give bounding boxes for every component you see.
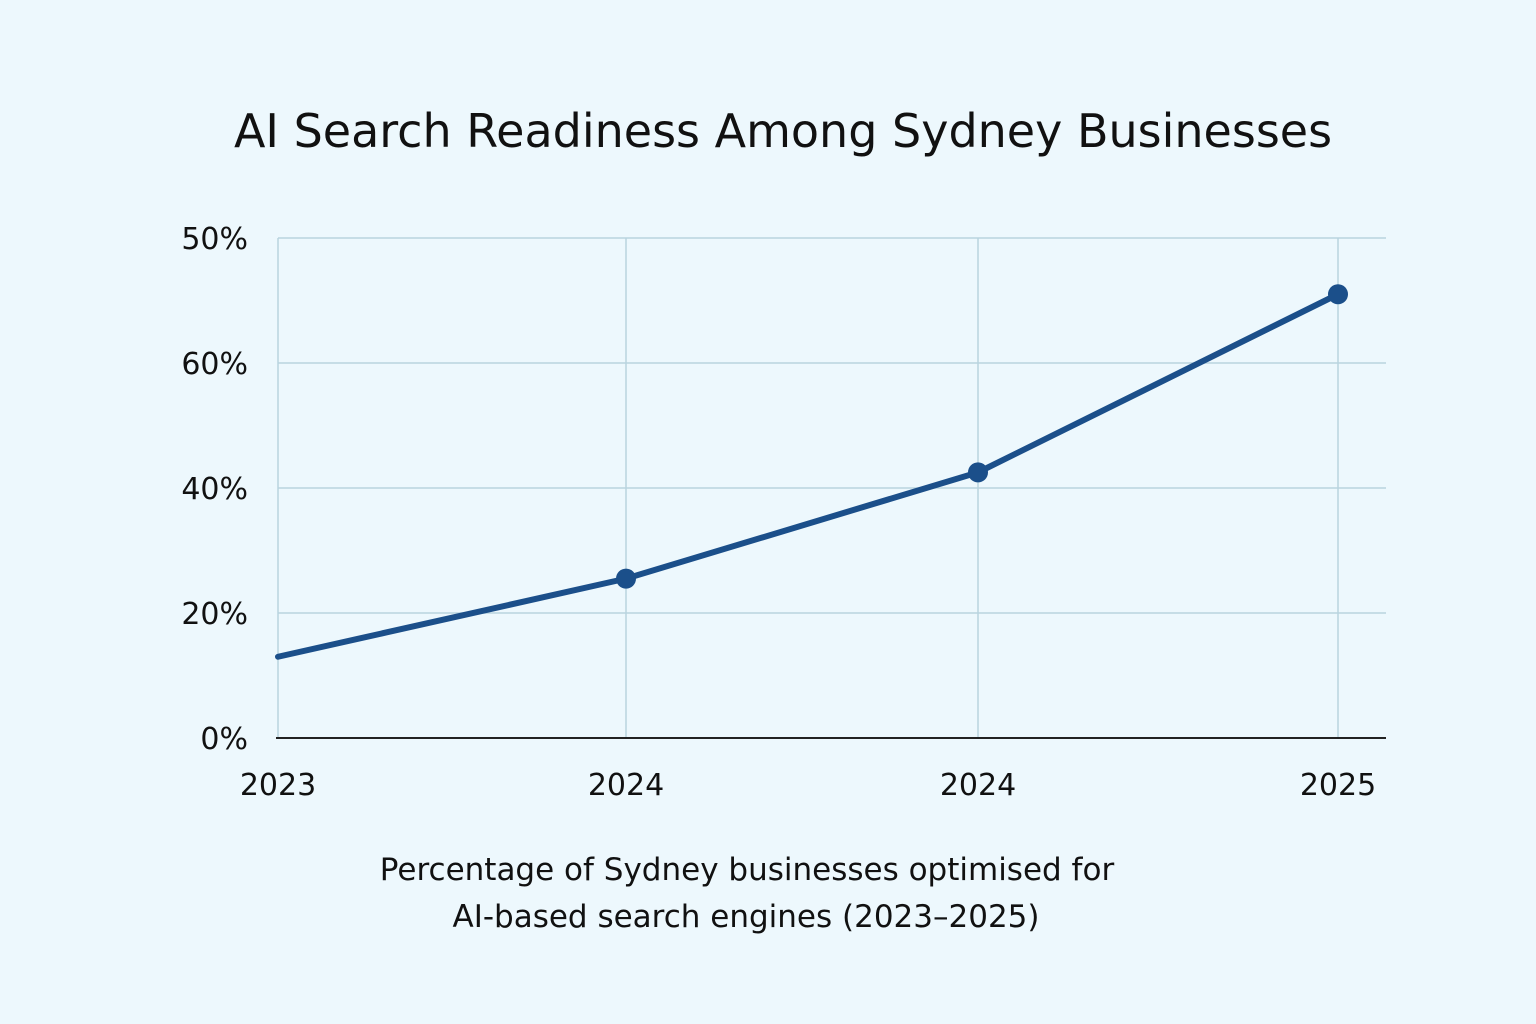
data-point (616, 568, 636, 589)
y-tick-label: 50% (181, 222, 248, 257)
x-tick-label: 2025 (1300, 768, 1376, 803)
x-tick-label: 2024 (940, 768, 1016, 803)
y-tick-label: 20% (181, 597, 248, 632)
chart-caption-line-2: AI-based search engines (2023–2025) (452, 899, 1039, 935)
chart-title: AI Search Readiness Among Sydney Busines… (234, 104, 1332, 158)
y-tick-label: 60% (181, 347, 248, 382)
series (275, 284, 1348, 660)
x-tick-label: 2024 (588, 768, 664, 803)
data-point (968, 462, 988, 483)
y-axis-tick-labels: 0% 20% 40% 60% 50% (181, 222, 248, 757)
series-line (275, 291, 1341, 660)
y-tick-label: 40% (181, 472, 248, 507)
x-axis-tick-labels: 2023 2024 2024 2025 (240, 768, 1376, 803)
grid (277, 237, 1386, 738)
chart-caption-line-1: Percentage of Sydney businesses optimise… (380, 852, 1115, 888)
data-point (1328, 284, 1348, 305)
y-tick-label: 0% (200, 722, 248, 757)
x-tick-label: 2023 (240, 768, 316, 803)
